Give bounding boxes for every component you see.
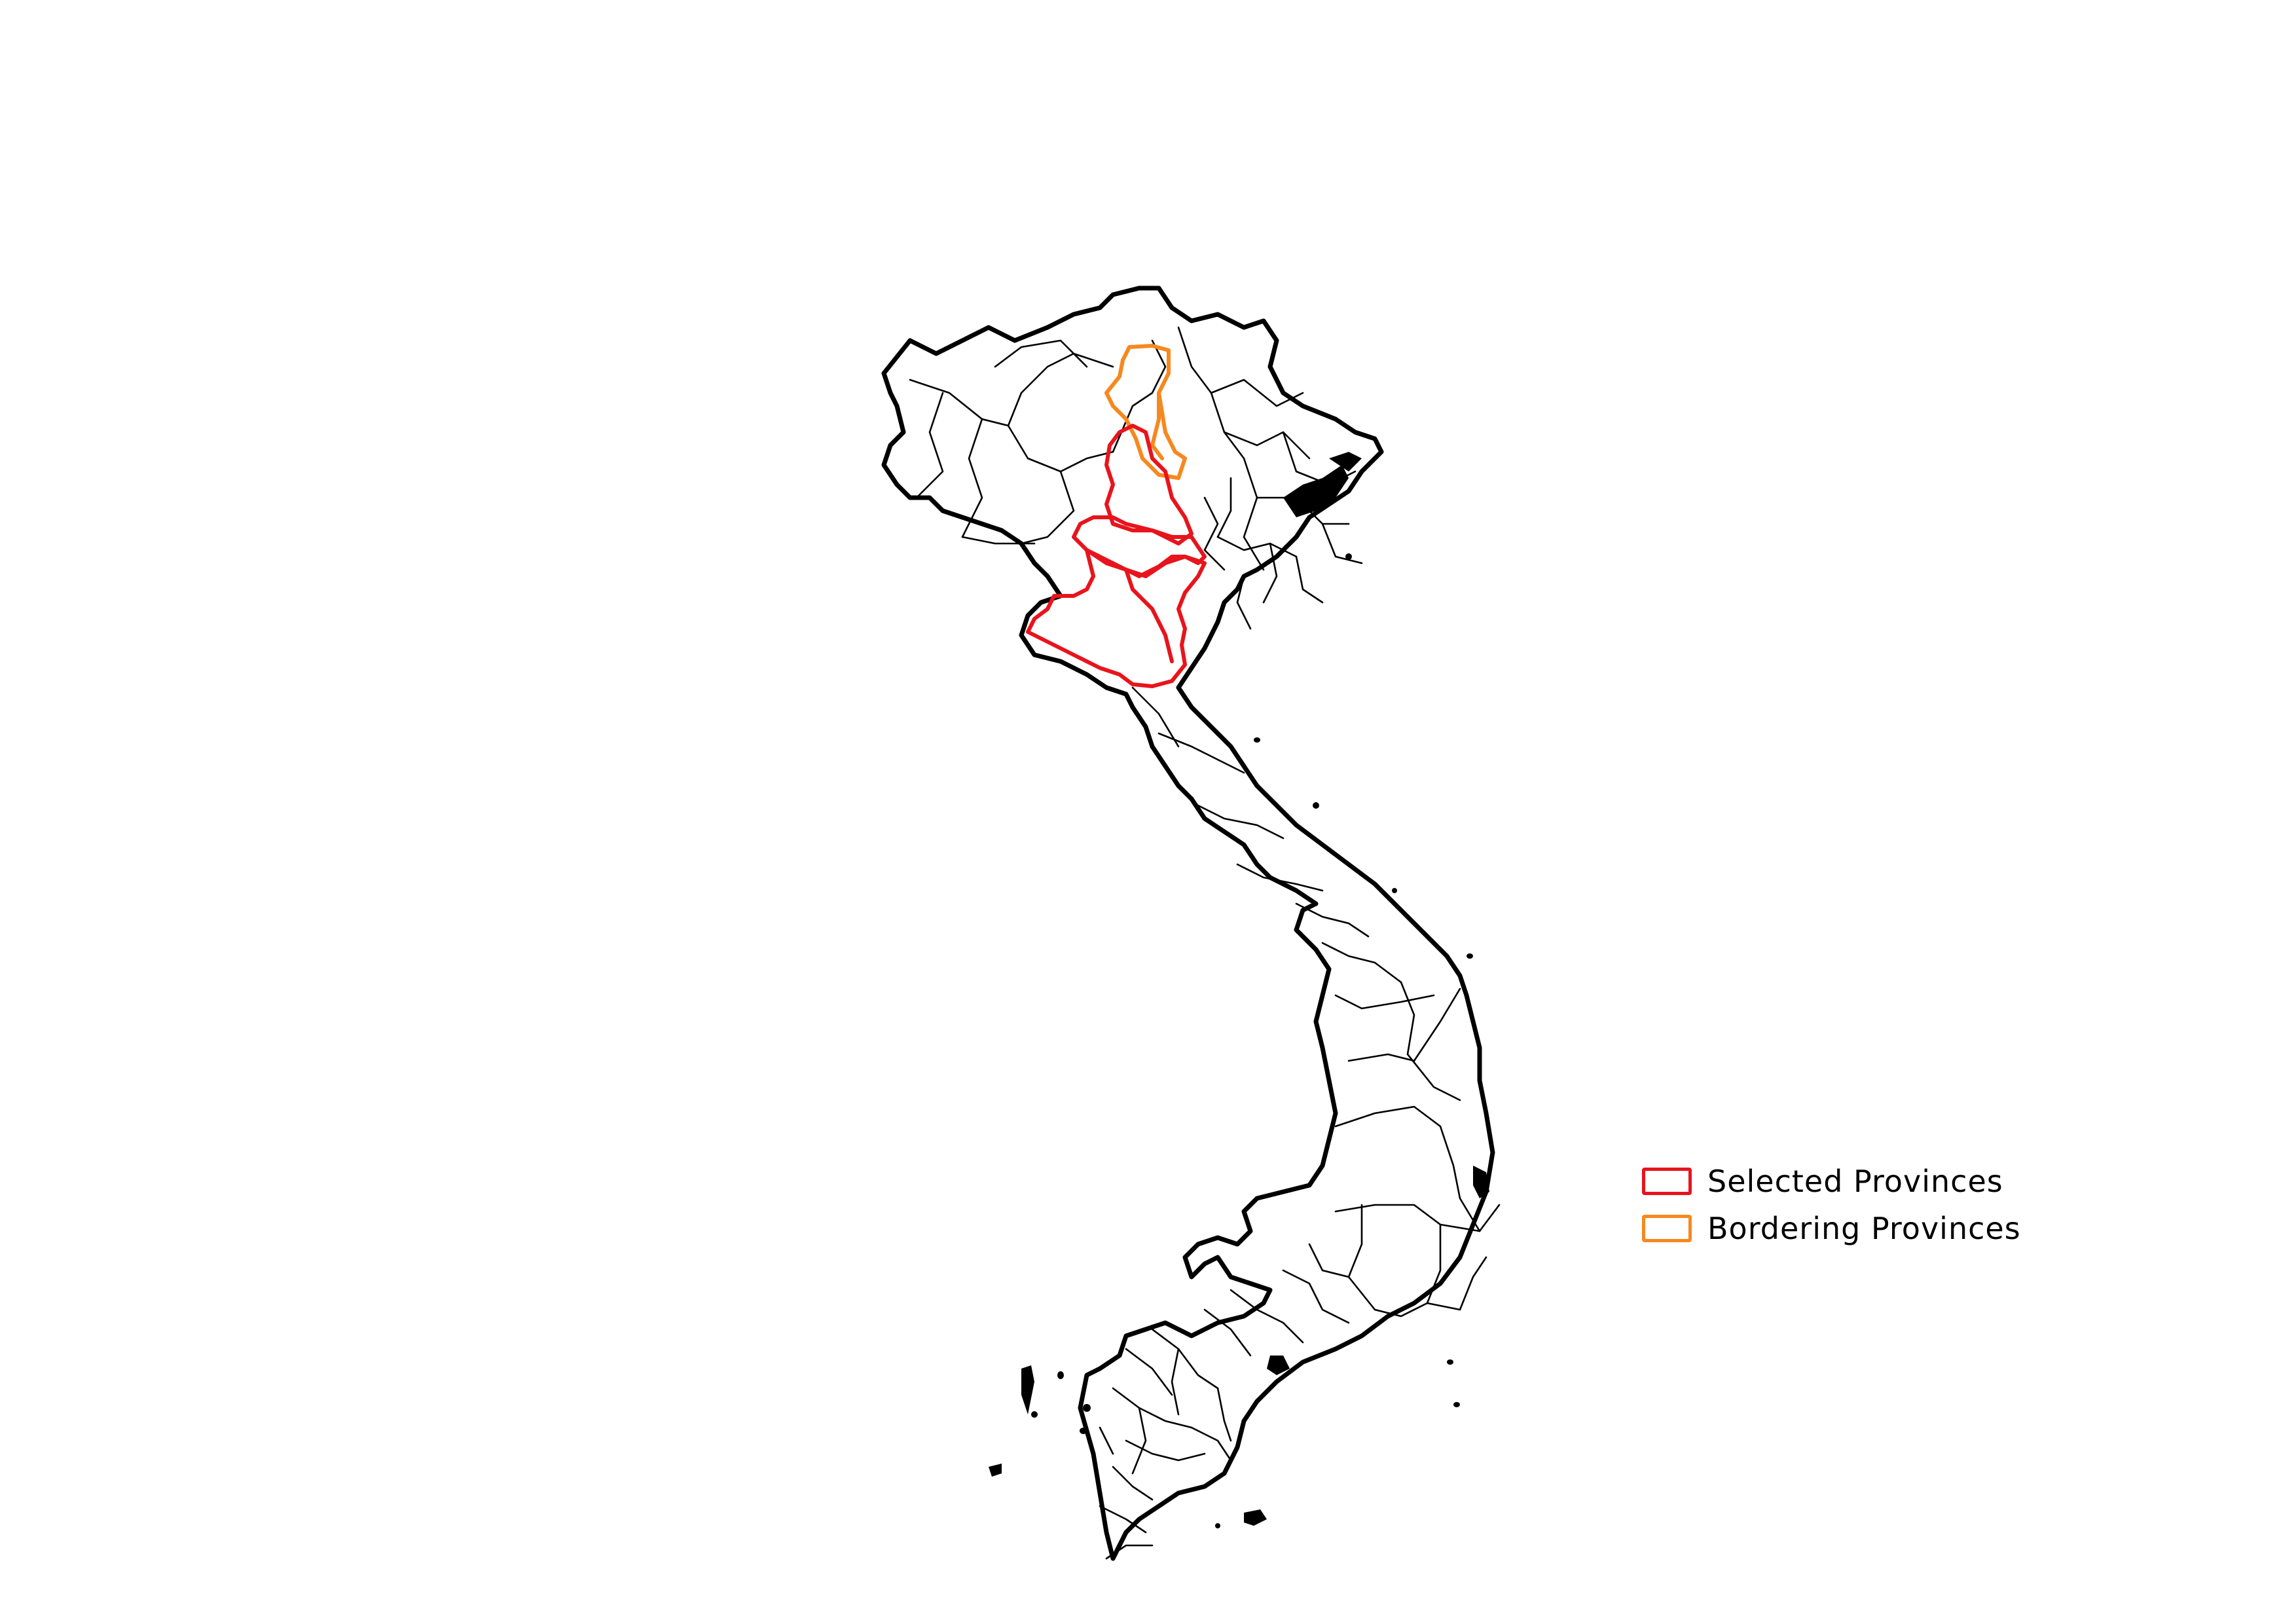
selected-province-middle xyxy=(1072,515,1207,578)
legend-item-bordering: Bordering Provinces xyxy=(1642,1205,2021,1252)
legend-item-selected: Selected Provinces xyxy=(1642,1158,2021,1205)
country-outline xyxy=(881,286,1495,1561)
legend-swatch-bordering xyxy=(1642,1215,1692,1242)
selected-province-divider xyxy=(1124,568,1174,663)
selected-province-south xyxy=(1026,548,1207,688)
province-boundaries xyxy=(909,326,1501,1560)
bordering-provinces xyxy=(1104,344,1187,480)
legend-label-selected: Selected Provinces xyxy=(1707,1164,2003,1199)
selected-provinces xyxy=(1026,424,1207,688)
legend-label-bordering: Bordering Provinces xyxy=(1707,1211,2021,1246)
bordering-province-divider xyxy=(1150,391,1164,460)
coastal-islands xyxy=(989,452,1489,1528)
bordering-province-outline xyxy=(1104,344,1187,480)
map-legend: Selected Provinces Bordering Provinces xyxy=(1642,1158,2021,1252)
selected-province-north xyxy=(1104,424,1194,545)
legend-swatch-selected xyxy=(1642,1168,1692,1195)
